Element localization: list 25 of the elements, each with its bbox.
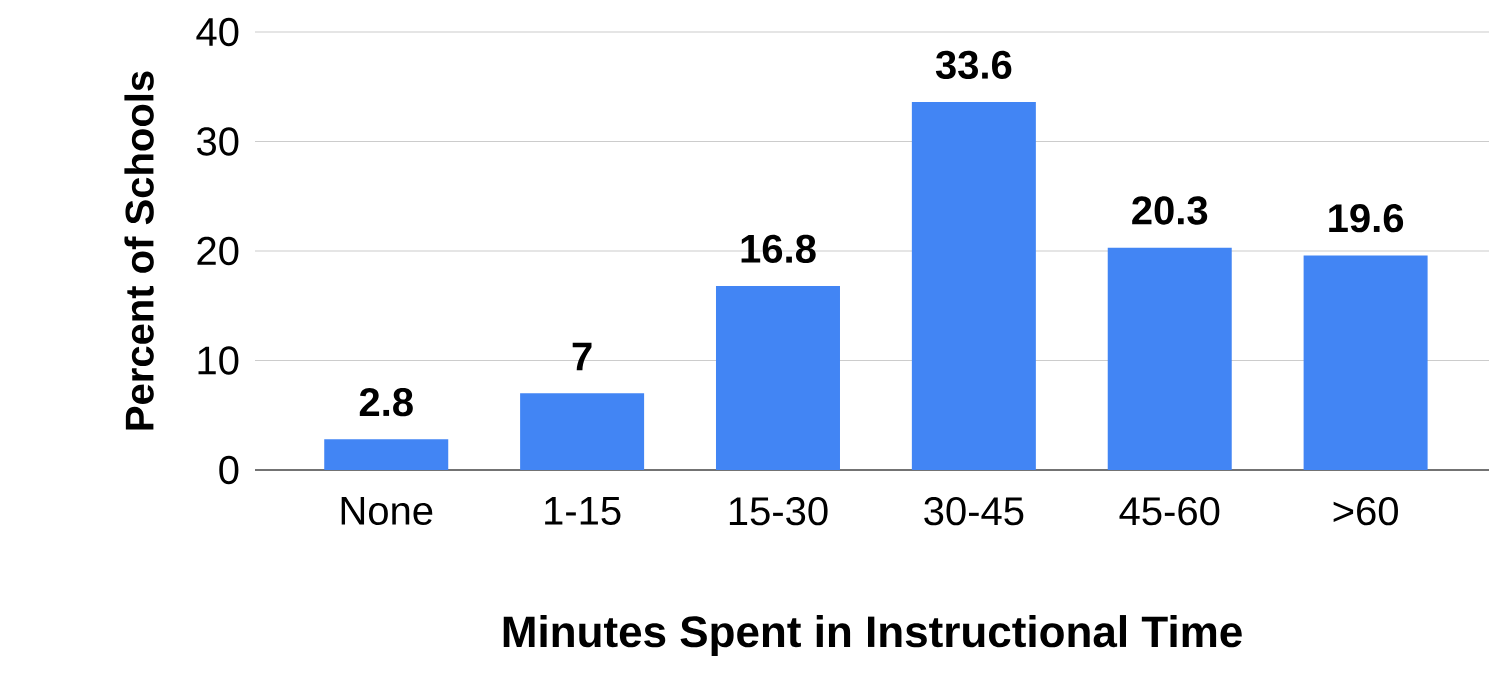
y-tick-label: 40	[196, 17, 239, 47]
data-label: 2.8	[359, 387, 413, 417]
bar	[1303, 255, 1428, 470]
y-axis-title: Percent of Schools	[124, 71, 154, 430]
data-label: 33.6	[935, 50, 1012, 80]
data-label: 20.3	[1132, 196, 1208, 225]
y-tick-label: 10	[198, 346, 239, 375]
data-label: 19.6	[1329, 204, 1404, 233]
bar	[520, 393, 645, 470]
y-tick-label: 30	[197, 127, 239, 156]
y-tick-label: 20	[197, 236, 239, 266]
x-tick-label: >60	[1333, 497, 1398, 526]
bar	[911, 102, 1036, 470]
x-tick-label: 15-30	[729, 497, 828, 526]
data-label: 7	[572, 342, 592, 371]
x-tick-label: 45-60	[1119, 497, 1220, 526]
bar	[715, 286, 840, 470]
x-tick-label: 30-45	[924, 497, 1024, 526]
bar	[324, 439, 449, 470]
x-tick-label: None	[341, 497, 433, 525]
x-tick-label: 1-15	[545, 497, 621, 525]
x-axis-title: Minutes Spent in Instructional Time	[503, 615, 1242, 657]
bar	[1107, 247, 1232, 470]
data-label: 16.8	[741, 234, 816, 264]
y-tick-label: 0	[219, 455, 239, 485]
